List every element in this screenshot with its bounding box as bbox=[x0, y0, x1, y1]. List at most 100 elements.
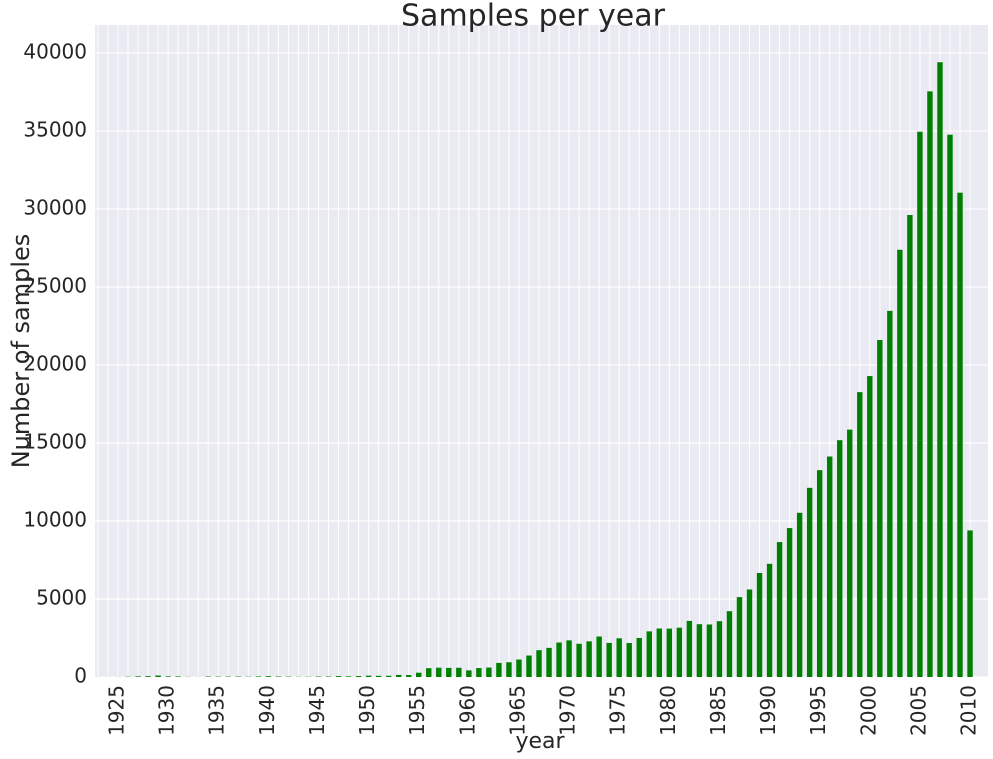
x-tick-label: 2000 bbox=[856, 685, 880, 736]
bar bbox=[456, 667, 462, 677]
y-tick-label: 20000 bbox=[23, 352, 87, 376]
y-tick-label: 25000 bbox=[23, 274, 87, 298]
bar bbox=[145, 676, 151, 677]
bar bbox=[917, 131, 923, 677]
bar bbox=[636, 637, 642, 677]
y-tick-label: 15000 bbox=[23, 430, 87, 454]
bar bbox=[416, 672, 422, 677]
x-tick-label: 1965 bbox=[505, 685, 529, 736]
bar bbox=[375, 675, 382, 677]
bar bbox=[476, 668, 482, 677]
x-tick-label: 1995 bbox=[806, 685, 830, 736]
x-tick-label: 1985 bbox=[706, 685, 730, 736]
bar bbox=[436, 667, 442, 677]
y-tick-label: 0 bbox=[74, 664, 87, 688]
bar bbox=[957, 192, 963, 678]
y-tick-label: 40000 bbox=[23, 40, 87, 64]
bar bbox=[786, 528, 793, 677]
bar bbox=[536, 650, 542, 677]
x-tick-label: 1930 bbox=[155, 685, 179, 736]
bar bbox=[405, 675, 412, 677]
x-tick-label: 1945 bbox=[305, 685, 329, 736]
bar bbox=[496, 662, 502, 677]
bar bbox=[947, 134, 953, 677]
bar bbox=[816, 470, 823, 677]
bar bbox=[175, 676, 181, 677]
x-tick-label: 1935 bbox=[205, 685, 229, 736]
x-tick-label: 1975 bbox=[606, 685, 630, 736]
bar bbox=[516, 659, 522, 677]
x-axis-label: year bbox=[515, 729, 565, 754]
bar bbox=[837, 440, 843, 677]
bar bbox=[746, 589, 753, 677]
bar bbox=[385, 675, 392, 677]
bar bbox=[967, 530, 973, 677]
bar bbox=[877, 340, 883, 677]
bar bbox=[345, 676, 352, 677]
bar bbox=[857, 392, 863, 677]
bar bbox=[596, 636, 602, 677]
x-tick-label: 1950 bbox=[355, 685, 379, 736]
bar bbox=[776, 542, 783, 677]
bar bbox=[806, 487, 813, 677]
bar bbox=[616, 638, 622, 677]
bar bbox=[165, 676, 171, 677]
bar bbox=[656, 628, 663, 677]
y-tick-label: 10000 bbox=[23, 508, 87, 532]
bar bbox=[426, 668, 432, 677]
bar bbox=[556, 642, 562, 677]
bar bbox=[335, 676, 342, 677]
bar bbox=[646, 631, 652, 677]
y-tick-label: 5000 bbox=[36, 586, 87, 610]
bar bbox=[546, 647, 552, 677]
bar bbox=[907, 215, 913, 678]
bar bbox=[466, 670, 472, 677]
bar bbox=[155, 675, 161, 677]
x-tick-label: 1955 bbox=[405, 685, 429, 736]
bar bbox=[586, 641, 592, 677]
bar bbox=[265, 676, 272, 677]
bar bbox=[716, 621, 723, 677]
bar bbox=[486, 667, 492, 677]
bar bbox=[576, 643, 582, 677]
bar bbox=[826, 456, 833, 677]
x-tick-label: 2005 bbox=[906, 685, 930, 736]
y-tick-label: 30000 bbox=[23, 196, 87, 220]
bar bbox=[686, 620, 693, 677]
x-tick-label: 1925 bbox=[104, 685, 128, 736]
bar bbox=[847, 429, 853, 677]
bar bbox=[506, 662, 512, 677]
x-tick-label: 1960 bbox=[455, 685, 479, 736]
x-tick-label: 1990 bbox=[756, 685, 780, 736]
bar bbox=[566, 640, 572, 677]
bar bbox=[365, 675, 372, 677]
bar bbox=[756, 572, 763, 677]
bar bbox=[355, 676, 362, 677]
bar bbox=[255, 676, 262, 677]
x-tick-label: 1980 bbox=[656, 685, 680, 736]
bar bbox=[526, 655, 532, 677]
bar bbox=[666, 628, 673, 677]
bar bbox=[395, 674, 402, 677]
bar bbox=[887, 310, 893, 677]
bar bbox=[927, 91, 933, 678]
bar bbox=[867, 376, 873, 677]
bar bbox=[676, 627, 683, 677]
x-tick-label: 1970 bbox=[556, 685, 580, 736]
bar bbox=[606, 642, 612, 677]
y-tick-label: 35000 bbox=[23, 118, 87, 142]
bar bbox=[766, 563, 773, 677]
y-axis-label: Number of samples bbox=[7, 234, 35, 469]
bar bbox=[726, 611, 733, 677]
bar bbox=[626, 643, 632, 677]
x-tick-label: 2010 bbox=[957, 685, 981, 736]
bar bbox=[937, 62, 943, 677]
bar bbox=[135, 676, 141, 677]
bar bbox=[736, 597, 743, 677]
plot-background bbox=[95, 25, 988, 677]
bar bbox=[897, 249, 903, 678]
bar bbox=[796, 512, 803, 677]
x-tick-label: 1940 bbox=[255, 685, 279, 736]
bar bbox=[696, 624, 703, 677]
